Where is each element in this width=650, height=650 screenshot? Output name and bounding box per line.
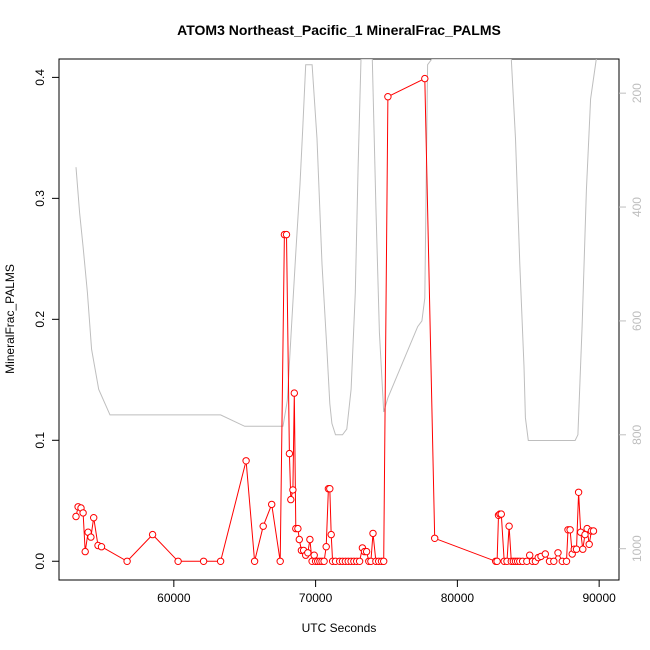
data-point [282, 230, 291, 239]
data-point [306, 535, 314, 544]
y-axis: 0.0 0.1 0.2 0.3 0.4 [33, 69, 59, 570]
plot-frame [58, 58, 620, 581]
x-tick-label: 90000 [582, 591, 616, 605]
y2-tick-label: 400 [630, 197, 644, 217]
y-axis-label: MineralFrac_PALMS [3, 264, 17, 374]
data-point [268, 500, 276, 509]
data-point [259, 522, 267, 530]
data-point [431, 534, 439, 542]
data-point [174, 557, 182, 565]
data-point [579, 545, 587, 553]
data-point [87, 533, 95, 541]
data-point [294, 524, 302, 533]
y-tick-label: 0.3 [33, 190, 47, 207]
data-point [81, 547, 89, 556]
data-point [585, 540, 593, 548]
data-point [276, 557, 284, 565]
data-point [493, 557, 501, 565]
data-point [355, 557, 364, 565]
data-point [380, 557, 388, 565]
data-point [554, 549, 562, 557]
data-point [72, 512, 80, 521]
data-point [574, 488, 583, 496]
data-point [541, 550, 549, 558]
data-point [310, 551, 318, 559]
secondary-y-axis: 200 400 600 800 1000 [619, 83, 644, 562]
y2-tick-label: 1000 [630, 535, 644, 562]
x-axis: 60000 70000 80000 90000 [157, 580, 616, 605]
data-point [421, 74, 429, 83]
data-point [216, 557, 225, 565]
data-point [581, 530, 589, 539]
data-point [304, 549, 312, 557]
data-point [289, 486, 297, 494]
chart-title: ATOM3 Northeast_Pacific_1 MineralFrac_PA… [177, 22, 501, 38]
data-point [550, 557, 558, 565]
data-point [90, 514, 98, 522]
data-point [295, 535, 303, 544]
data-point [285, 449, 294, 458]
data-point [79, 509, 87, 517]
y-tick-label: 0.1 [33, 432, 47, 449]
data-point [369, 529, 377, 538]
data-point [322, 543, 330, 551]
data-point [290, 389, 298, 397]
y2-tick-label: 200 [630, 83, 644, 103]
data-point [589, 527, 598, 535]
data-point [326, 485, 334, 493]
data-point [97, 543, 106, 551]
data-point [497, 510, 505, 518]
x-tick-label: 80000 [441, 591, 475, 605]
data-point [148, 530, 157, 539]
x-tick-label: 60000 [157, 591, 191, 605]
data-point [199, 557, 208, 565]
data-point [287, 495, 295, 504]
y-tick-label: 0.0 [33, 553, 47, 570]
y2-tick-label: 600 [630, 311, 644, 331]
data-point [572, 545, 581, 553]
y2-tick-label: 800 [630, 424, 644, 444]
data-point [362, 547, 371, 556]
data-point [320, 557, 328, 565]
series-red-line [72, 74, 598, 565]
x-tick-label: 70000 [299, 591, 333, 605]
data-point [384, 93, 392, 101]
data-point [250, 557, 259, 565]
data-point [562, 557, 571, 565]
series-grey-line [75, 59, 597, 441]
data-point [526, 551, 534, 559]
x-axis-label: UTC Seconds [302, 621, 377, 635]
y-tick-label: 0.4 [33, 69, 47, 86]
data-point [327, 530, 335, 539]
data-point [505, 522, 513, 530]
data-point [123, 557, 131, 565]
y-tick-label: 0.2 [33, 311, 47, 328]
data-point [242, 457, 250, 465]
grey-series-line [75, 59, 597, 441]
data-point [566, 526, 574, 534]
